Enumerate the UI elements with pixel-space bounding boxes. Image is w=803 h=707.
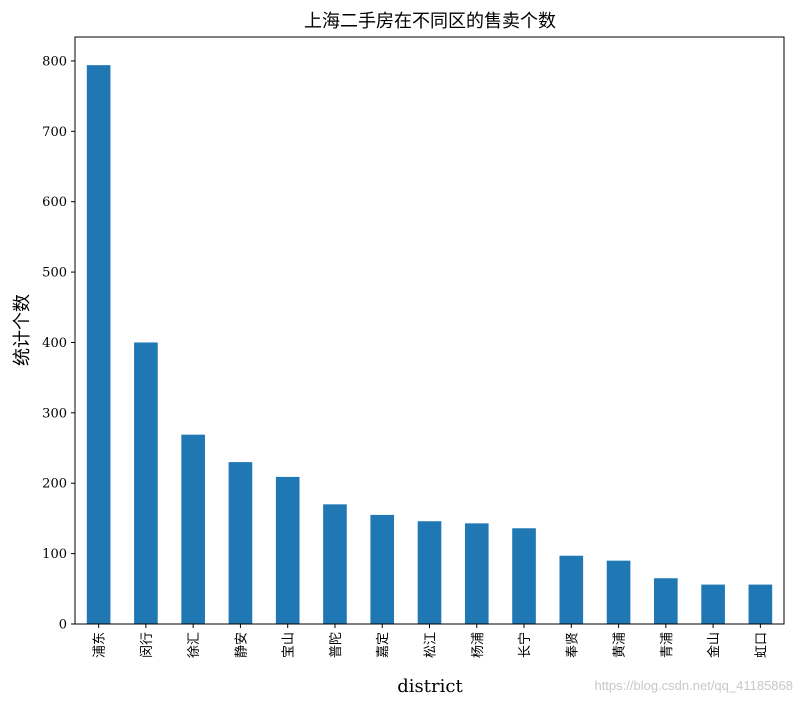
bar-闵行 (134, 342, 158, 624)
bar-杨浦 (464, 523, 489, 624)
bar-虹口 (748, 584, 773, 624)
y-tick-label: 300 (42, 406, 67, 421)
bar-宝山 (275, 476, 300, 624)
bar-普陀 (323, 504, 347, 624)
x-tick-label: 普陀 (328, 632, 344, 658)
y-tick-label: 700 (42, 125, 67, 140)
y-tick-label: 100 (42, 547, 67, 562)
x-tick-label: 黄浦 (613, 632, 628, 658)
y-axis-label: 统计个数 (12, 294, 33, 366)
bar-徐汇 (181, 434, 205, 624)
y-tick-label: 200 (42, 477, 67, 492)
bar-长宁 (512, 528, 536, 624)
x-tick-label: 嘉定 (376, 632, 391, 658)
bar-奉贤 (559, 555, 584, 624)
x-tick-label: 宝山 (282, 632, 297, 658)
x-tick-label: 闵行 (140, 632, 155, 658)
x-tick-label: 杨浦 (471, 632, 486, 658)
x-tick-label: 虹口 (754, 632, 769, 658)
bar-松江 (417, 521, 442, 624)
x-axis-ticks: 浦东 闵行 徐汇 静安 宝山 普陀 嘉定 松江 杨浦 长宁 奉贤 黄浦 青浦 金山 虹口 (93, 624, 769, 658)
x-tick-label: 金山 (706, 632, 722, 658)
x-tick-label: 青浦 (660, 632, 675, 658)
chart-title: 上海二手房在不同区的售卖个数 (304, 11, 556, 32)
bar-青浦 (654, 578, 678, 624)
watermark-text: https://blog.csdn.net/qq_41185868 (594, 678, 793, 693)
y-tick-label: 400 (42, 336, 67, 351)
y-tick-label: 800 (42, 54, 67, 69)
x-tick-label: 浦东 (93, 632, 108, 658)
x-tick-label: 松江 (424, 632, 439, 658)
y-axis-ticks: 0 100 200 300 400 500 600 700 800 (42, 54, 75, 633)
bar-浦东 (86, 65, 111, 624)
y-tick-label: 500 (42, 266, 67, 281)
x-tick-label: 徐汇 (187, 632, 202, 658)
bar-金山 (701, 584, 725, 624)
y-tick-label: 0 (59, 618, 67, 633)
y-tick-label: 600 (42, 195, 67, 210)
bar-静安 (228, 462, 253, 624)
bar-黄浦 (606, 560, 631, 624)
plot-frame (74, 36, 785, 625)
x-tick-label: 奉贤 (565, 632, 580, 658)
bar-嘉定 (370, 514, 395, 624)
x-tick-label: 长宁 (517, 632, 533, 658)
x-tick-label: 静安 (234, 632, 249, 658)
bars-group (86, 65, 773, 624)
x-axis-label: district (397, 676, 463, 697)
